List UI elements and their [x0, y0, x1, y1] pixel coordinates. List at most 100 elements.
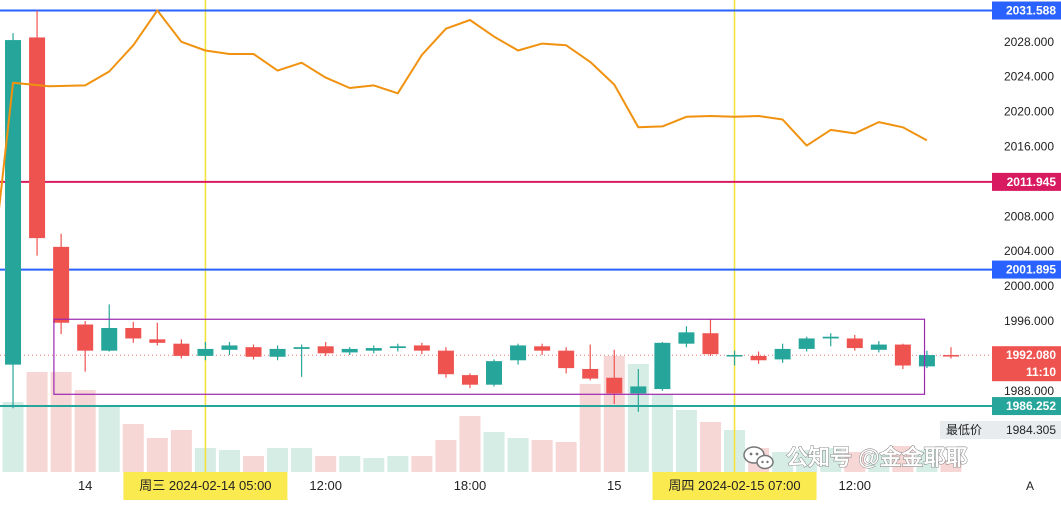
candle-body — [750, 355, 767, 361]
candle-body — [29, 37, 46, 239]
current-price-tag-text: 1992.080 — [1006, 348, 1056, 362]
volume-bar — [820, 448, 842, 472]
volume-bar — [579, 384, 601, 472]
candle-body — [293, 347, 310, 349]
watermark-group: 公知号 @金金耶耶 — [743, 445, 968, 470]
candle-body — [942, 355, 959, 357]
range-box[interactable] — [53, 318, 926, 395]
current-price-tag-text: 11:10 — [1026, 365, 1056, 379]
candle-body — [678, 332, 695, 344]
candle-body — [870, 344, 887, 350]
candles — [5, 10, 959, 412]
price-line-tag-text: 2031.588 — [1006, 4, 1056, 18]
volume-bar — [243, 456, 265, 472]
price-axis[interactable]: 2028.000 2024.000 2020.000 2016.000 2008.000… — [992, 0, 1061, 472]
auto-scale-toggle[interactable]: A — [1026, 479, 1034, 493]
volume-bar — [651, 394, 673, 472]
time-tick-label: 14 — [78, 478, 92, 493]
price-tick-label: 2020.000 — [1004, 105, 1054, 119]
volume-bar — [291, 448, 313, 472]
horizontal-price-lines[interactable] — [0, 9, 992, 408]
price-tick-label: 2028.000 — [1004, 35, 1054, 49]
volume-bar — [146, 438, 168, 472]
volume-bar — [507, 438, 529, 472]
axis-corner — [992, 472, 1061, 500]
candle-body — [846, 338, 863, 349]
volume-bar — [772, 452, 794, 472]
candle-body — [918, 355, 935, 367]
time-highlight-label: 周三 2024-02-14 05:00 — [139, 478, 271, 493]
time-highlight-lines — [204, 0, 736, 472]
volume-bar — [2, 402, 24, 472]
candle-body — [413, 345, 430, 351]
wechat-icon — [743, 446, 774, 470]
candle-body — [269, 348, 286, 357]
candle-body — [534, 346, 551, 351]
price-tags: 2031.588 2011.945 2001.895 1986.252 1992.080… — [940, 1, 1061, 439]
volume-bar — [483, 432, 505, 472]
candle-body — [197, 348, 214, 356]
time-tick-label: 15 — [607, 478, 621, 493]
candle-body — [606, 377, 623, 394]
overlay-line — [0, 9, 928, 210]
price-line-tag-bg — [992, 172, 1061, 191]
price-tick-label: 2004.000 — [1004, 244, 1054, 258]
candle-body — [437, 350, 454, 375]
volume-bar — [916, 450, 938, 472]
candle-body — [510, 345, 527, 361]
price-line-tag-bg — [992, 1, 1061, 20]
price-tick-label: 2008.000 — [1004, 209, 1054, 223]
candle-body — [654, 342, 671, 390]
price-line-tag-text: 2011.945 — [1007, 175, 1057, 189]
price-tick-label: 2000.000 — [1004, 279, 1054, 293]
candle-body — [365, 348, 382, 351]
candle-body — [341, 348, 358, 353]
time-tick-label: 12:00 — [839, 478, 872, 493]
price-line-tag-text: 1986.252 — [1006, 399, 1056, 413]
volume-bar — [339, 456, 361, 472]
candle-body — [245, 347, 262, 357]
candle-body — [461, 375, 478, 385]
volume-bar — [892, 446, 914, 472]
candle-body — [317, 346, 334, 354]
volume-bar — [435, 440, 457, 472]
range-box-group[interactable] — [53, 318, 926, 395]
candle-body — [389, 346, 406, 349]
candle-body — [125, 327, 142, 339]
price-tick-label: 2016.000 — [1004, 140, 1054, 154]
time-highlight-tag — [652, 472, 817, 500]
candle-body — [53, 246, 70, 323]
volume-bar — [940, 460, 962, 472]
candle-body — [558, 350, 575, 369]
candle-body — [798, 338, 815, 349]
candle-body — [726, 355, 743, 357]
volume-bar — [555, 442, 577, 472]
overlay-polyline — [0, 9, 928, 210]
price-tick-label: 1988.000 — [1004, 384, 1054, 398]
candle-body — [774, 348, 791, 360]
volume-bar — [74, 390, 96, 472]
volume-bar — [459, 416, 481, 472]
current-price-tag-bg — [992, 346, 1061, 382]
volume-bar — [218, 450, 240, 472]
time-axis[interactable]: A 14 12:00 18:00 15 12:00 周三 2024-02-14 05:00… — [0, 472, 1061, 500]
volume-bar — [844, 452, 866, 472]
price-line-tag-bg — [992, 397, 1061, 416]
price-tick-label: 2024.000 — [1004, 70, 1054, 84]
volume-bar — [868, 454, 890, 472]
volume-bar — [387, 456, 409, 472]
candle-body — [486, 361, 503, 385]
price-axis-bg — [992, 0, 1061, 472]
volume-bar — [267, 448, 289, 472]
volume-bar — [122, 424, 144, 472]
volume-bar — [50, 372, 72, 472]
time-highlight-label: 周四 2024-02-15 07:00 — [668, 478, 800, 493]
volume-bar — [170, 430, 192, 472]
time-tick-label: 18:00 — [454, 478, 487, 493]
volume-bar — [699, 422, 721, 472]
candle-body — [77, 324, 94, 351]
low-marker-bg — [940, 421, 1061, 439]
volume-bar — [98, 406, 120, 472]
